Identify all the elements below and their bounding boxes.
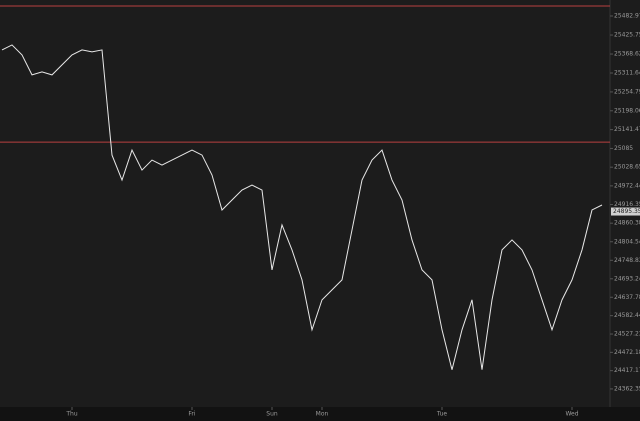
x-tick-label: Tue xyxy=(436,411,448,418)
y-tick-label: 24527.23 xyxy=(614,331,640,338)
y-tick-label: 24860.38 xyxy=(614,220,640,227)
y-tick-label: 24916.35 xyxy=(614,201,640,208)
y-tick-label: 25482.97 xyxy=(614,12,640,19)
y-tick-label: 24693.24 xyxy=(614,275,640,282)
y-tick-label: 25425.75 xyxy=(614,32,640,39)
x-tick-label: Mon xyxy=(316,411,329,418)
x-tick-label: Fri xyxy=(188,411,195,418)
y-tick-label: 24972.44 xyxy=(614,182,640,189)
x-tick-label: Sun xyxy=(266,411,278,418)
y-tick-label: 25085 xyxy=(614,145,633,152)
y-tick-label: 24472.18 xyxy=(614,349,640,356)
x-tick-label: Thu xyxy=(65,411,77,418)
x-tick-label: Wed xyxy=(565,411,578,418)
y-tick-label: 24362.35 xyxy=(614,385,640,392)
y-tick-label: 25311.64 xyxy=(614,70,640,77)
y-tick-label: 25028.65 xyxy=(614,164,640,171)
last-price-box xyxy=(611,207,640,216)
y-tick-label: 24637.78 xyxy=(614,294,640,301)
y-tick-label: 25368.62 xyxy=(614,51,640,58)
y-tick-label: 24804.54 xyxy=(614,238,640,245)
price-line xyxy=(1,44,603,370)
y-tick-label: 25141.47 xyxy=(614,126,640,133)
y-tick-label: 24582.44 xyxy=(614,312,640,319)
y-tick-label: 25254.79 xyxy=(614,88,640,95)
x-axis-band xyxy=(0,407,640,421)
y-tick-label: 24748.83 xyxy=(614,257,640,264)
y-tick-label: 24417.17 xyxy=(614,367,640,374)
last-price-label: 24895.35 xyxy=(613,208,640,215)
y-tick-label: 25198.06 xyxy=(614,107,640,114)
